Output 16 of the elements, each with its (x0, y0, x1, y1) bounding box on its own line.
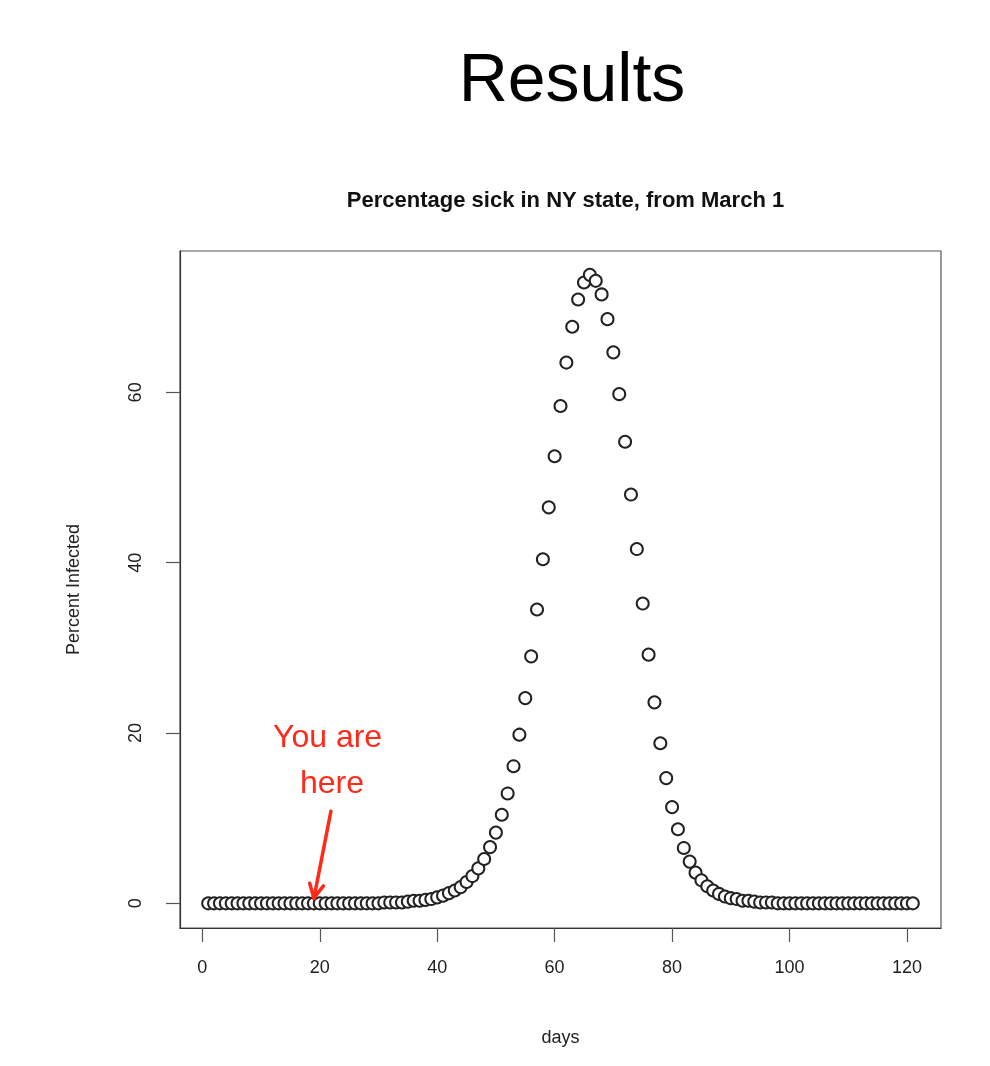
y-tick-label: 60 (125, 382, 145, 403)
x-tick-label: 120 (891, 957, 922, 977)
x-tick-label: 20 (309, 957, 330, 977)
annotation: You are here (273, 718, 392, 801)
x-tick-label: 40 (427, 957, 448, 977)
x-tick-label: 80 (662, 957, 683, 977)
chart-title: Results (458, 39, 686, 115)
y-tick-label: 40 (125, 552, 145, 573)
x-axis-title: days (541, 1027, 580, 1047)
chart-subtitle: Percentage sick in NY state, from March 1 (346, 186, 785, 212)
x-tick-label: 100 (774, 957, 805, 977)
y-tick-label: 20 (125, 722, 145, 744)
x-tick-label: 60 (544, 957, 565, 977)
y-axis-title: Percent Infected (63, 523, 83, 656)
x-tick-label: 0 (197, 957, 208, 977)
y-tick-label: 0 (125, 898, 145, 909)
